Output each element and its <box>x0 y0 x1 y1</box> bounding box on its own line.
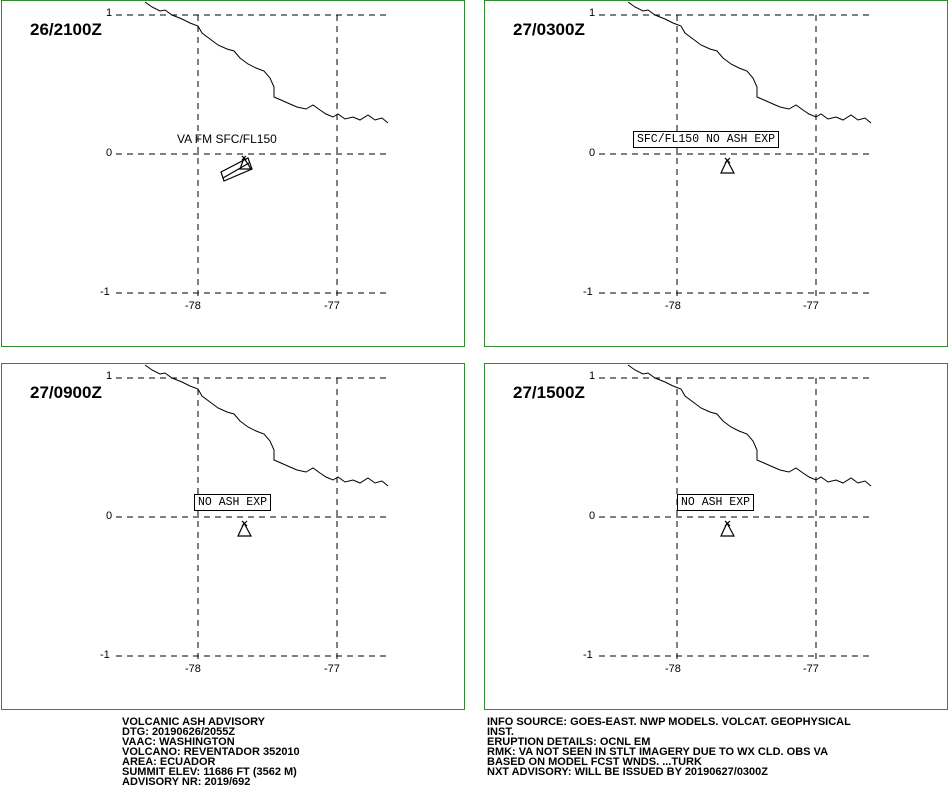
coastline <box>144 364 389 487</box>
advisory-header-block: VOLCANIC ASH ADVISORY DTG: 20190626/2055… <box>122 716 300 788</box>
lat-tick-0: 0 <box>589 510 596 522</box>
ash-level-label: VA FM SFC/FL150 <box>177 132 277 146</box>
coastline <box>627 1 872 124</box>
map-frame <box>116 364 390 660</box>
volcano-icon <box>720 157 736 174</box>
lat-tick-minus1: -1 <box>100 649 110 661</box>
valid-time: 26/2100Z <box>30 20 102 39</box>
map-panel-2: 27/0300Z 1 0 -1 -78 -77 SFC/FL150 NO ASH… <box>484 0 948 347</box>
advisory-line: ADVISORY NR: 2019/692 <box>122 776 251 788</box>
lat-tick-1: 1 <box>589 7 596 19</box>
coastline <box>144 1 389 124</box>
coastline <box>627 364 872 487</box>
lat-tick-minus1: -1 <box>583 649 593 661</box>
map-panel-1: 26/2100Z 1 0 -1 -78 -77 VA FM SFC/FL150 <box>1 0 465 347</box>
lat-tick-1: 1 <box>106 7 113 19</box>
advisory-line: ERUPTION DETAILS: OCNL EM <box>487 736 651 748</box>
lat-tick-1: 1 <box>589 370 596 382</box>
advisory-line: AREA: ECUADOR <box>122 756 216 768</box>
map-panel-3: 27/0900Z 1 0 -1 -78 -77 NO ASH EXP <box>1 363 465 710</box>
lat-tick-0: 0 <box>106 510 113 522</box>
lat-tick-minus1: -1 <box>100 286 110 298</box>
lat-tick-0: 0 <box>589 147 596 159</box>
lon-tick-77: -77 <box>324 300 340 312</box>
map-frame <box>116 1 390 297</box>
lon-tick-77: -77 <box>803 663 819 675</box>
advisory-line: VOLCANO: REVENTADOR 352010 <box>122 746 300 758</box>
lon-tick-78: -78 <box>665 663 681 675</box>
lat-tick-1: 1 <box>106 370 113 382</box>
advisory-details-block: INFO SOURCE: GOES-EAST. NWP MODELS. VOLC… <box>487 716 851 778</box>
advisory-line: INST. <box>487 726 514 738</box>
map-frame <box>599 364 873 660</box>
volcano-icon <box>237 520 253 537</box>
map-frame <box>599 1 873 297</box>
volcano-icon <box>239 155 253 170</box>
advisory-line: NXT ADVISORY: WILL BE ISSUED BY 20190627… <box>487 766 769 778</box>
lon-tick-77: -77 <box>803 300 819 312</box>
ash-forecast-label: NO ASH EXP <box>677 494 755 511</box>
advisory-line: BASED ON MODEL FCST WNDS. ...TURK <box>487 756 702 768</box>
ash-forecast-label: SFC/FL150 NO ASH EXP <box>633 131 780 148</box>
map-panel-4: 27/1500Z 1 0 -1 -78 -77 NO ASH EXP <box>484 363 948 710</box>
lon-tick-78: -78 <box>185 300 201 312</box>
lon-tick-77: -77 <box>324 663 340 675</box>
advisory-line: VAAC: WASHINGTON <box>122 736 235 748</box>
lon-tick-78: -78 <box>185 663 201 675</box>
valid-time: 27/1500Z <box>513 383 585 402</box>
valid-time: 27/0300Z <box>513 20 585 39</box>
lat-tick-minus1: -1 <box>583 286 593 298</box>
advisory-line: DTG: 20190626/2055Z <box>122 726 236 738</box>
advisory-line: SUMMIT ELEV: 11686 FT (3562 M) <box>122 766 297 778</box>
advisory-line: VOLCANIC ASH ADVISORY <box>122 716 266 728</box>
advisory-line: INFO SOURCE: GOES-EAST. NWP MODELS. VOLC… <box>487 716 851 728</box>
valid-time: 27/0900Z <box>30 383 102 402</box>
ash-forecast-label: NO ASH EXP <box>194 494 272 511</box>
lat-tick-0: 0 <box>106 147 113 159</box>
va-area-polygon <box>220 157 253 182</box>
lon-tick-78: -78 <box>665 300 681 312</box>
volcano-icon <box>720 520 736 537</box>
advisory-line: RMK: VA NOT SEEN IN STLT IMAGERY DUE TO … <box>487 746 829 758</box>
